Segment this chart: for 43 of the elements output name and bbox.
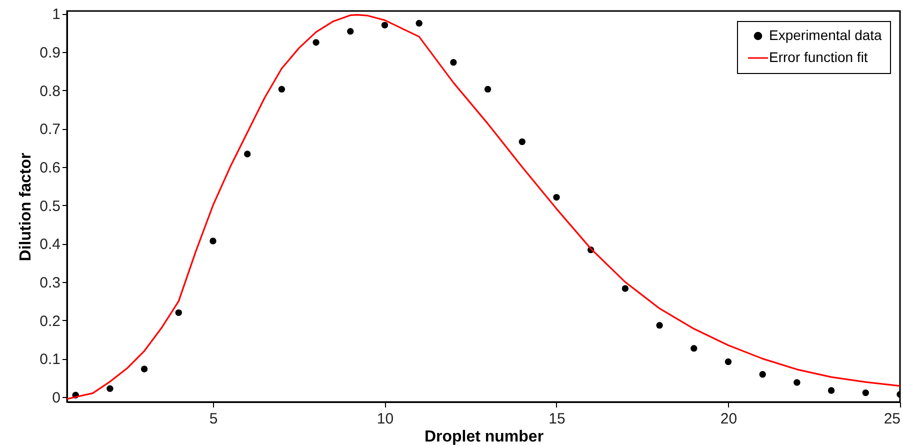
point (862, 389, 870, 396)
x-tick-label: 5 (209, 410, 218, 428)
x-tick-label: 15 (548, 410, 566, 428)
y-tick-label: 0 (52, 390, 60, 407)
y-tick-label: 0.5 (40, 198, 60, 215)
point (175, 309, 182, 316)
point (210, 238, 216, 244)
point (416, 20, 422, 27)
x-axis-title: Droplet number (424, 428, 544, 445)
point (794, 379, 800, 386)
y-axis-title: Dilution factor (18, 152, 35, 262)
point (759, 371, 766, 378)
point (622, 285, 629, 292)
point (553, 194, 560, 201)
line-series (67, 14, 900, 400)
y-tick-label: 0.3 (40, 274, 60, 292)
point (828, 387, 835, 394)
y-tick-label: 0.6 (40, 160, 60, 177)
x-tick-label: 10 (376, 410, 394, 428)
point (347, 28, 354, 35)
y-tick-label: 0.1 (40, 351, 60, 368)
y-tick-label: 0.7 (40, 121, 60, 138)
point (724, 358, 732, 366)
point (381, 22, 388, 29)
point (278, 86, 286, 93)
point (450, 59, 457, 66)
point (484, 86, 492, 93)
point (518, 138, 526, 146)
x-tick-label: 25 (884, 410, 900, 428)
y-tick-label: 0.9 (40, 44, 60, 62)
point (106, 385, 114, 392)
legend-label: Error function fit (769, 49, 868, 65)
y-tick-label: 1 (52, 6, 60, 24)
y-tick-label: 0.4 (40, 236, 60, 254)
point (140, 366, 148, 372)
y-tick-label: 0.2 (40, 312, 60, 330)
legend-label: Experimental data (769, 27, 882, 43)
x-tick-label: 20 (720, 410, 738, 428)
point (656, 322, 663, 329)
point (312, 39, 320, 46)
y-tick-label: 0.8 (40, 82, 60, 100)
point (244, 150, 251, 158)
point (690, 344, 698, 352)
